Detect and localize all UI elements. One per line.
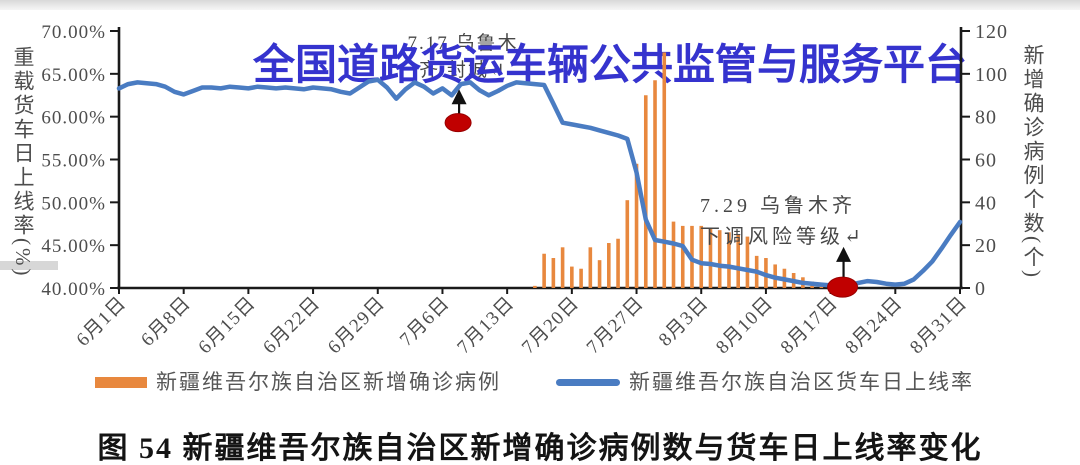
svg-text:7月6日: 7月6日 <box>396 293 454 351</box>
svg-text:60: 60 <box>975 150 997 172</box>
svg-text:6月15日: 6月15日 <box>195 293 260 358</box>
svg-text:0: 0 <box>975 278 986 300</box>
y-axis-left: 70.00% 65.00% 60.00% 55.00% 50.00% 45.00% 40.0… <box>41 22 119 300</box>
svg-text:8月24日: 8月24日 <box>841 293 906 358</box>
left-margin-smudge <box>0 261 58 270</box>
line-series-online-rate <box>116 77 963 288</box>
chart-legend: 新疆维吾尔族自治区新增确诊病例 新疆维吾尔族自治区货车日上线率 <box>0 366 1080 394</box>
y-axis-right: 120 100 80 60 40 20 0 <box>961 21 1008 300</box>
svg-text:7月13日: 7月13日 <box>453 293 518 358</box>
svg-text:50.00%: 50.00% <box>41 193 106 214</box>
svg-text:8月17日: 8月17日 <box>777 293 842 358</box>
annotation-line: 7.17 乌鲁木 <box>407 33 519 54</box>
svg-text:6月8日: 6月8日 <box>137 293 195 351</box>
bar-series-swatch-icon <box>95 376 147 388</box>
x-axis: 6月1日 6月8日 6月15日 6月22日 6月29日 7月6日 7月13日 7月20日 7月2… <box>73 288 972 358</box>
figure-caption: 图 54 新疆维吾尔族自治区新增确诊病例数与货车日上线率变化 <box>97 432 983 465</box>
svg-text:8月31日: 8月31日 <box>906 293 971 358</box>
red-dot-icon <box>444 113 472 133</box>
watermark-banner: 全国道路货运车辆公共监管与服务平台 <box>252 41 968 88</box>
red-dot-icon <box>827 276 859 298</box>
page-top-edge <box>0 0 1080 10</box>
svg-text:120: 120 <box>975 21 1008 43</box>
svg-text:65.00%: 65.00% <box>41 65 106 86</box>
svg-text:100: 100 <box>975 64 1008 86</box>
svg-text:70.00%: 70.00% <box>41 22 106 43</box>
annotation-urumqi-risk-downgrade: 7.29 乌鲁木齐 下调风险等级↵ <box>700 191 865 253</box>
annotation-line: 齐 封城↵ <box>419 60 507 81</box>
legend-item-new-cases: 新疆维吾尔族自治区新增确诊病例 <box>95 366 501 396</box>
svg-text:60.00%: 60.00% <box>41 108 106 129</box>
svg-text:6月1日: 6月1日 <box>73 293 131 351</box>
legend-label: 新疆维吾尔族自治区新增确诊病例 <box>156 370 501 394</box>
svg-text:80: 80 <box>975 107 997 129</box>
svg-text:8月3日: 8月3日 <box>655 293 713 351</box>
svg-text:55.00%: 55.00% <box>41 151 106 172</box>
legend-item-online-rate: 新疆维吾尔族自治区货车日上线率 <box>556 366 974 396</box>
right-axis-title: 新增确诊病例个数(个) <box>1021 44 1045 280</box>
svg-text:8月10日: 8月10日 <box>712 293 777 358</box>
legend-label: 新疆维吾尔族自治区货车日上线率 <box>629 370 974 394</box>
annotation-marker-urumqi-lockdown <box>444 89 472 133</box>
annotation-line: 下调风险等级↵ <box>700 226 865 248</box>
annotation-urumqi-lockdown: 7.17 乌鲁木 齐 封城↵ <box>407 30 518 84</box>
left-axis-title: 重载货车日上线率(%) <box>11 46 35 279</box>
annotation-line: 7.29 乌鲁木齐 <box>700 195 856 217</box>
svg-text:40.00%: 40.00% <box>41 279 106 300</box>
svg-text:45.00%: 45.00% <box>41 236 106 257</box>
annotation-marker-urumqi-risk-downgrade <box>827 246 859 298</box>
svg-text:6月22日: 6月22日 <box>259 293 324 358</box>
svg-text:40: 40 <box>975 192 997 214</box>
line-series-swatch-icon <box>556 378 620 386</box>
svg-text:20: 20 <box>975 235 997 257</box>
svg-text:6月29日: 6月29日 <box>324 293 389 358</box>
svg-text:7月20日: 7月20日 <box>518 293 583 358</box>
svg-text:7月27日: 7月27日 <box>583 293 648 358</box>
